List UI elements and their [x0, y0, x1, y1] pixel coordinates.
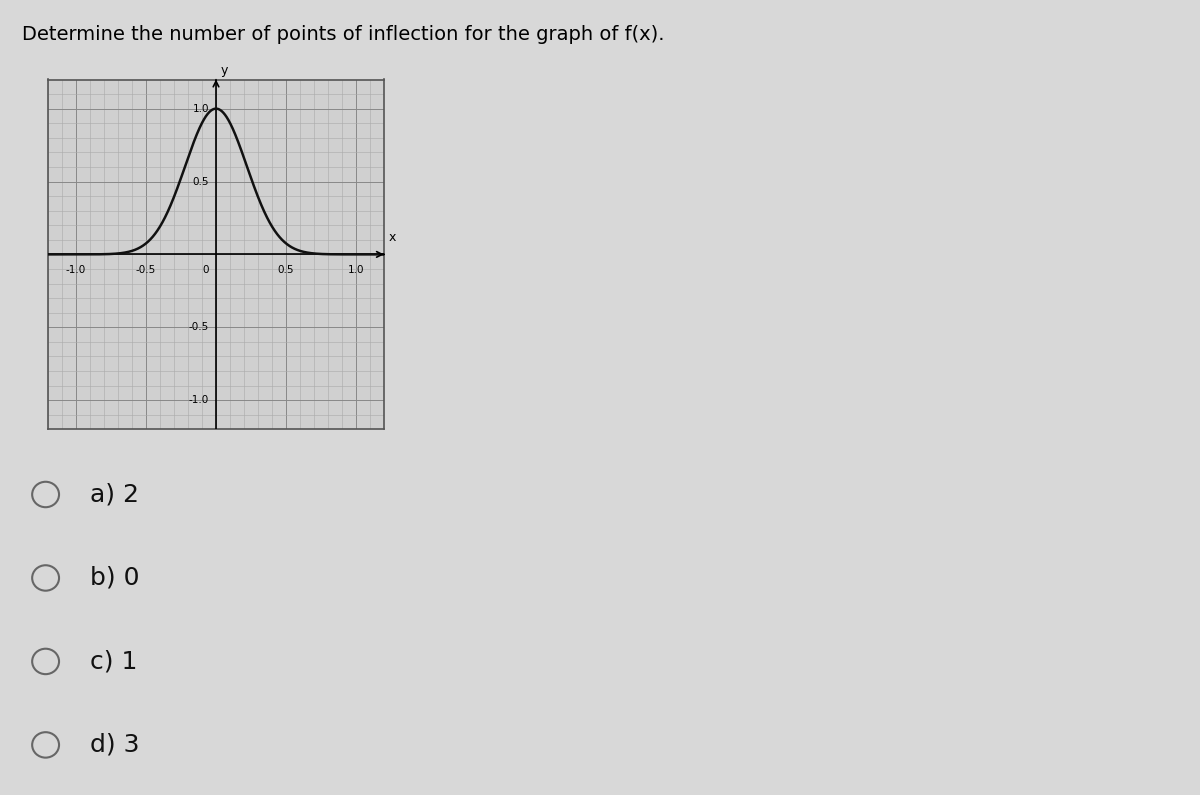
- Text: d) 3: d) 3: [90, 733, 139, 757]
- Text: 0: 0: [203, 265, 209, 274]
- Text: b) 0: b) 0: [90, 566, 139, 590]
- Text: -1.0: -1.0: [66, 265, 86, 274]
- Text: 0.5: 0.5: [192, 176, 209, 187]
- Text: 1.0: 1.0: [192, 103, 209, 114]
- Text: a) 2: a) 2: [90, 483, 139, 506]
- Text: -0.5: -0.5: [136, 265, 156, 274]
- Text: Determine the number of points of inflection for the graph of f(x).: Determine the number of points of inflec…: [22, 25, 664, 45]
- Text: -0.5: -0.5: [188, 322, 209, 332]
- Text: 0.5: 0.5: [277, 265, 294, 274]
- Text: 1.0: 1.0: [348, 265, 365, 274]
- Text: -1.0: -1.0: [188, 395, 209, 405]
- Text: y: y: [220, 64, 228, 76]
- Text: x: x: [388, 231, 396, 244]
- Text: c) 1: c) 1: [90, 650, 137, 673]
